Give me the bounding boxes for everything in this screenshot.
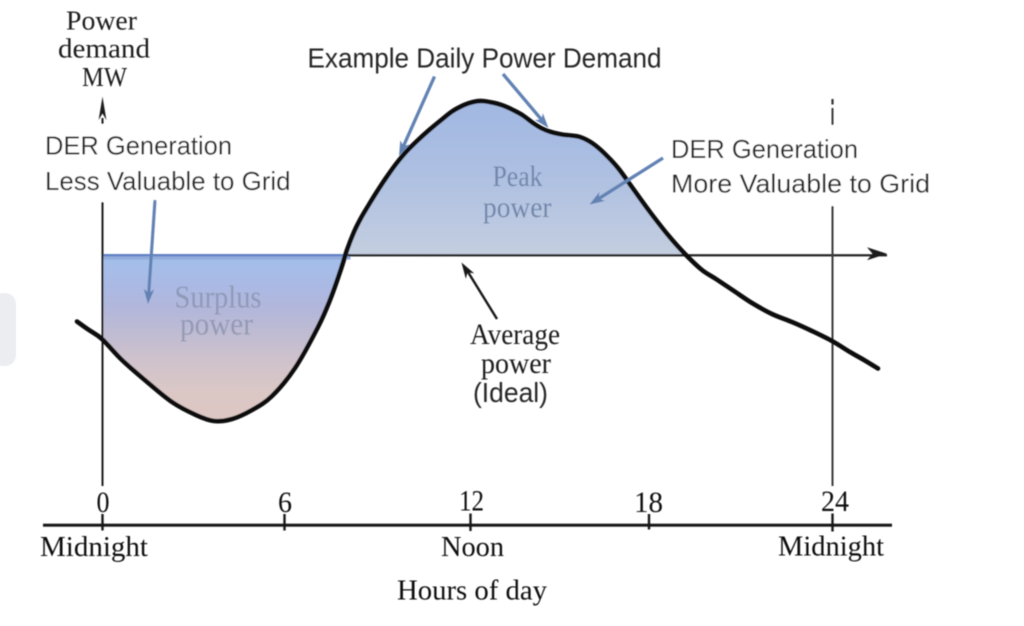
- svg-text:18: 18: [634, 486, 663, 519]
- svg-text:Power: Power: [66, 6, 137, 36]
- svg-text:More Valuable to Grid: More Valuable to Grid: [671, 169, 930, 199]
- svg-text:(Ideal): (Ideal): [473, 377, 548, 408]
- svg-text:power: power: [481, 347, 551, 380]
- svg-text:power: power: [180, 306, 253, 342]
- svg-text:Hours of day: Hours of day: [397, 575, 547, 607]
- svg-text:0: 0: [97, 486, 110, 519]
- svg-text:Example Daily Power Demand: Example Daily Power Demand: [308, 43, 662, 74]
- svg-text:Average: Average: [470, 318, 560, 351]
- svg-text:Surplus: Surplus: [175, 279, 262, 315]
- svg-text:Less Valuable to Grid: Less Valuable to Grid: [45, 166, 291, 196]
- svg-text:demand: demand: [58, 34, 151, 64]
- svg-text:6: 6: [278, 486, 292, 519]
- svg-text:Peak: Peak: [493, 160, 543, 193]
- svg-text:Midnight: Midnight: [40, 531, 148, 563]
- svg-text:DER Generation: DER Generation: [45, 131, 232, 161]
- svg-text:24: 24: [821, 485, 849, 518]
- svg-text:12: 12: [459, 485, 484, 518]
- svg-text:Noon: Noon: [441, 531, 504, 563]
- svg-text:power: power: [483, 191, 552, 224]
- svg-text:DER Generation: DER Generation: [671, 134, 858, 164]
- svg-text:Midnight: Midnight: [778, 531, 884, 563]
- svg-text:MW: MW: [82, 62, 127, 92]
